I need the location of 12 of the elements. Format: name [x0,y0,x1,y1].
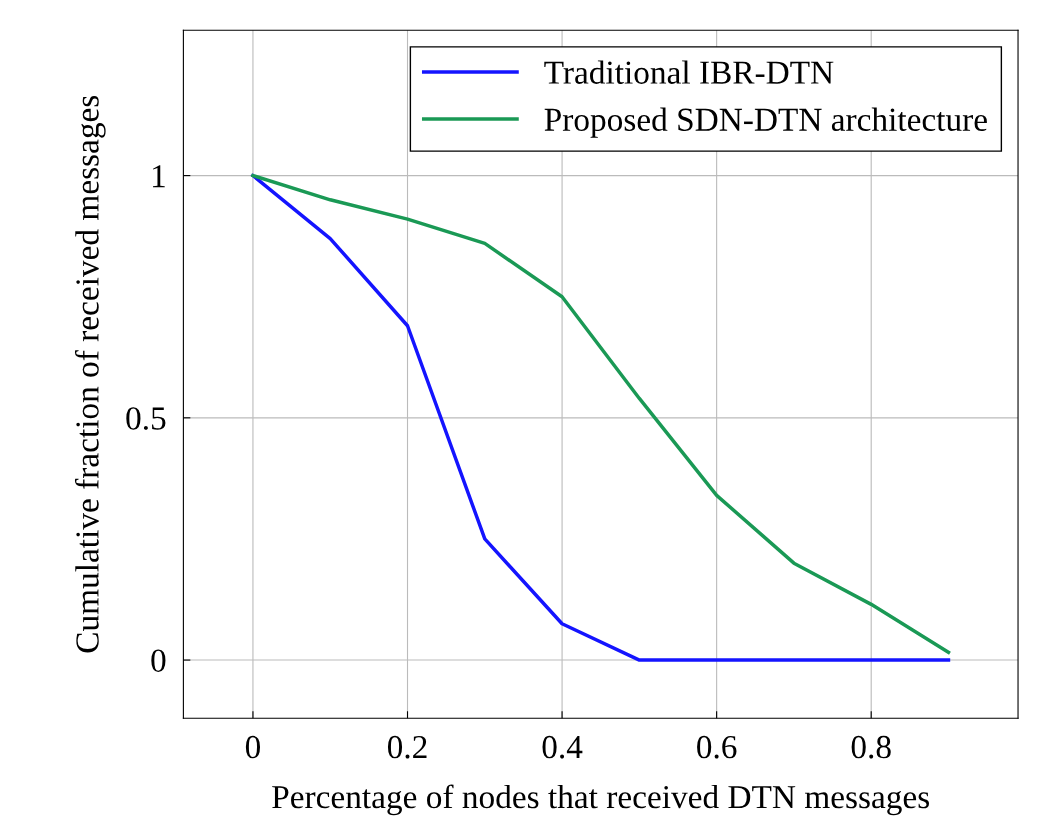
x-tick-label: 0.2 [387,735,427,759]
x-tick-label: 0.4 [542,735,583,759]
x-axis-title: Percentage of nodes that received DTN messages [272,784,929,816]
legend-label: Traditional IBR-DTN [544,60,834,84]
y-tick-label: 0 [151,649,166,672]
y-axis-title: Cumulative fraction of received messages [74,95,106,653]
x-tick-label: 0.8 [851,735,891,759]
legend-label: Proposed SDN-DTN architecture [544,107,987,138]
x-tick-label: 0 [245,735,261,759]
y-tick-label: 0.5 [126,407,166,430]
y-tick-label: 1 [152,165,165,188]
x-tick-label: 0.6 [697,735,737,759]
